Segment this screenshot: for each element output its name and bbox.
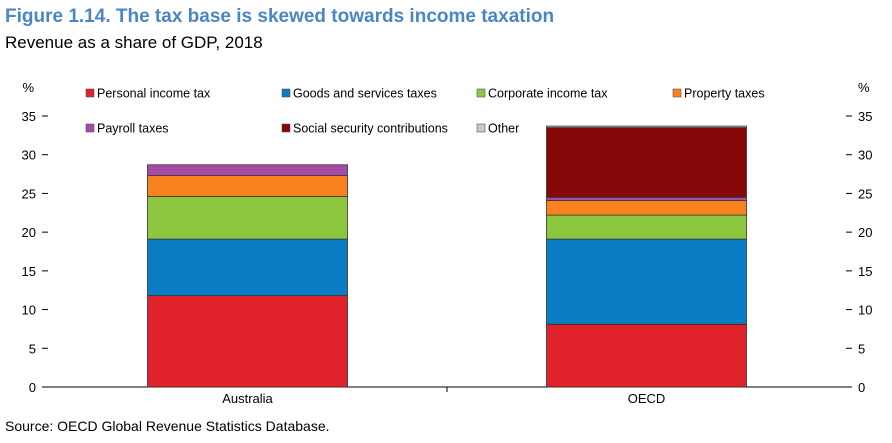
bar-segment-goods-and-services-taxes xyxy=(147,238,348,297)
y-tick-label-right: 20 xyxy=(858,225,872,240)
y-tick-label-right: 25 xyxy=(858,186,872,201)
legend-label: Social security contributions xyxy=(293,122,448,136)
x-tick-label: OECD xyxy=(628,391,666,406)
y-axis-unit-left: % xyxy=(22,80,34,95)
y-tick-label-right: 35 xyxy=(858,109,872,124)
legend-label: Payroll taxes xyxy=(97,122,169,136)
y-tick-label-right: 5 xyxy=(858,341,865,356)
y-tick-label-left: 15 xyxy=(22,264,36,279)
bar-segment-personal-income-tax xyxy=(546,323,747,388)
bar-segment-property-taxes xyxy=(546,199,747,216)
chart-bars xyxy=(147,125,747,388)
bar-segment-goods-and-services-taxes xyxy=(546,238,747,325)
y-tick-label-right: 15 xyxy=(858,264,872,279)
bar-segment-social-security-contributions xyxy=(546,127,747,198)
figure-title: Figure 1.14. The tax base is skewed towa… xyxy=(5,6,555,27)
bar-segment-payroll-taxes xyxy=(147,164,348,177)
legend-label: Goods and services taxes xyxy=(293,87,437,101)
bar-segment-corporate-income-tax xyxy=(546,214,747,240)
figure-subtitle: Revenue as a share of GDP, 2018 xyxy=(5,33,263,52)
y-tick-label-left: 20 xyxy=(22,225,36,240)
y-tick-label-left: 5 xyxy=(29,341,36,356)
legend-label: Corporate income tax xyxy=(488,87,608,101)
chart-legend: Personal income tax Goods and services ta… xyxy=(85,87,765,136)
x-tick-label: Australia xyxy=(222,391,273,406)
legend-swatch xyxy=(476,123,486,133)
legend-swatch xyxy=(281,88,291,98)
y-tick-label-left: 30 xyxy=(22,148,36,163)
bar-segment-corporate-income-tax xyxy=(147,196,348,240)
legend-swatch xyxy=(85,88,95,98)
source-note: Source: OECD Global Revenue Statistics D… xyxy=(5,418,330,434)
bar-segment-other xyxy=(546,125,747,129)
y-tick-label-left: 0 xyxy=(29,380,36,395)
y-tick-label-left: 35 xyxy=(22,109,36,124)
bar-segment-property-taxes xyxy=(147,175,348,197)
y-tick-label-left: 25 xyxy=(22,186,36,201)
legend-swatch xyxy=(476,88,486,98)
legend-label: Other xyxy=(488,122,519,136)
y-tick-label-right: 0 xyxy=(858,380,865,395)
legend-swatch xyxy=(281,123,291,133)
y-tick-label-right: 30 xyxy=(858,148,872,163)
legend-label: Property taxes xyxy=(684,87,765,101)
bar-segment-personal-income-tax xyxy=(147,295,348,388)
bar-segment-payroll-taxes xyxy=(546,196,747,201)
legend-swatch xyxy=(85,123,95,133)
y-tick-label-right: 10 xyxy=(858,303,872,318)
y-tick-label-left: 10 xyxy=(22,303,36,318)
legend-swatch xyxy=(672,88,682,98)
legend-label: Personal income tax xyxy=(97,87,211,101)
y-axis-unit-right: % xyxy=(858,80,870,95)
